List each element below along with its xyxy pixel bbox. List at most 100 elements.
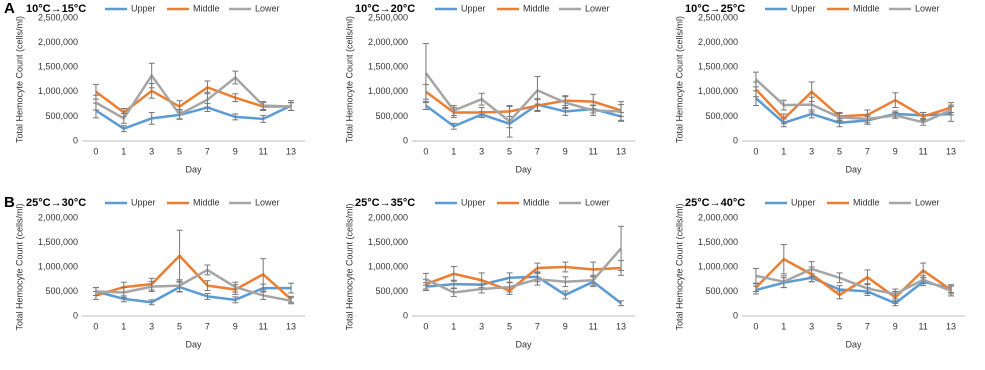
chart-title: 10°C→15°C [26, 3, 86, 15]
legend-label: Middle [853, 3, 880, 13]
error-bar [176, 109, 183, 120]
x-tick-label: 7 [865, 321, 870, 331]
x-tick-label: 3 [149, 146, 154, 156]
y-axis-label: Total Hemocyte Count (cells/ml) [674, 16, 684, 143]
y-tick-label: 2,000,000 [698, 37, 738, 47]
error-bar [232, 281, 239, 293]
error-bar [232, 296, 239, 304]
x-tick-label: 13 [286, 321, 296, 331]
error-bar [892, 288, 899, 300]
error-bar [506, 105, 513, 138]
panel-label: B [4, 194, 15, 211]
y-tick-label: 2,500,000 [38, 12, 78, 22]
x-tick-label: 5 [507, 321, 512, 331]
x-tick-label: 0 [423, 146, 428, 156]
y-axis-label: Total Hemocyte Count (cells/ml) [674, 203, 684, 330]
series-line [755, 97, 952, 125]
error-bar [148, 299, 155, 306]
y-tick-label: 1,500,000 [698, 237, 738, 247]
y-tick-label: 1,500,000 [698, 62, 738, 72]
error-bar [450, 266, 457, 282]
y-tick-label: 500,000 [375, 286, 408, 296]
series-line [425, 275, 622, 305]
y-tick-label: 500,000 [705, 111, 738, 121]
error-bar [120, 112, 127, 124]
y-tick-label: 2,000,000 [368, 37, 408, 47]
legend-label: Lower [915, 3, 940, 13]
legend-label: Lower [585, 197, 610, 207]
x-tick-label: 7 [865, 146, 870, 156]
y-tick-label: 1,000,000 [698, 86, 738, 96]
x-axis-label: Day [515, 339, 532, 349]
y-tick-label: 1,000,000 [368, 261, 408, 271]
x-tick-label: 0 [753, 321, 758, 331]
y-tick-label: 1,500,000 [38, 237, 78, 247]
legend-label: Upper [131, 3, 156, 13]
x-tick-label: 13 [286, 146, 296, 156]
y-tick-label: 0 [733, 310, 738, 320]
x-tick-label: 3 [479, 146, 484, 156]
error-bar [506, 281, 513, 293]
x-tick-label: 5 [507, 146, 512, 156]
error-bar [590, 105, 597, 116]
error-bar [562, 276, 569, 288]
error-bar [148, 281, 155, 292]
error-bar [450, 105, 457, 116]
error-bar [232, 70, 239, 85]
y-tick-label: 1,500,000 [368, 62, 408, 72]
error-bar [836, 112, 843, 122]
x-tick-label: 1 [121, 146, 126, 156]
legend-label: Middle [523, 197, 550, 207]
error-bar [92, 287, 99, 296]
error-bar [836, 290, 843, 300]
y-tick-label: 500,000 [45, 286, 78, 296]
series-line [95, 268, 292, 303]
error-bar [204, 264, 211, 276]
error-bar [422, 43, 429, 104]
error-bar [260, 258, 267, 291]
error-bar [618, 225, 625, 271]
legend-label: Middle [193, 197, 220, 207]
x-axis-label: Day [845, 164, 862, 174]
legend-label: Upper [131, 197, 156, 207]
y-tick-label: 1,000,000 [368, 86, 408, 96]
error-bar [618, 101, 625, 122]
error-bar [176, 229, 183, 282]
x-tick-label: 11 [259, 146, 268, 156]
x-axis-label: Day [185, 339, 202, 349]
series-line [95, 73, 292, 121]
series-line [424, 72, 622, 124]
x-tick-label: 13 [616, 321, 626, 331]
chart-title: 10°C→20°C [355, 3, 415, 15]
series-line [95, 104, 292, 131]
x-tick-label: 11 [259, 321, 268, 331]
series-line [95, 253, 292, 301]
y-tick-label: 1,500,000 [368, 237, 408, 247]
series-line [425, 265, 622, 292]
x-tick-label: 9 [563, 321, 568, 331]
error-bar [478, 107, 485, 118]
error-bar [864, 283, 871, 294]
error-bar [232, 93, 239, 103]
x-tick-label: 3 [809, 321, 814, 331]
error-bar [204, 91, 211, 108]
panel-label: A [4, 0, 15, 17]
error-bar [204, 280, 211, 292]
x-tick-label: 9 [233, 146, 238, 156]
x-tick-label: 0 [753, 146, 758, 156]
chart-title: 25°C→40°C [685, 197, 745, 209]
error-bar [752, 71, 759, 88]
x-tick-label: 0 [93, 321, 98, 331]
legend-label: Middle [853, 197, 880, 207]
x-tick-label: 7 [535, 321, 540, 331]
error-bar [808, 96, 815, 113]
y-tick-label: 0 [73, 310, 78, 320]
y-tick-label: 0 [403, 135, 408, 145]
y-tick-label: 0 [403, 310, 408, 320]
x-tick-label: 7 [535, 146, 540, 156]
error-bar [780, 243, 787, 275]
error-bar [450, 122, 457, 130]
legend-label: Middle [523, 3, 550, 13]
legend-label: Lower [915, 197, 940, 207]
x-tick-label: 1 [451, 321, 456, 331]
